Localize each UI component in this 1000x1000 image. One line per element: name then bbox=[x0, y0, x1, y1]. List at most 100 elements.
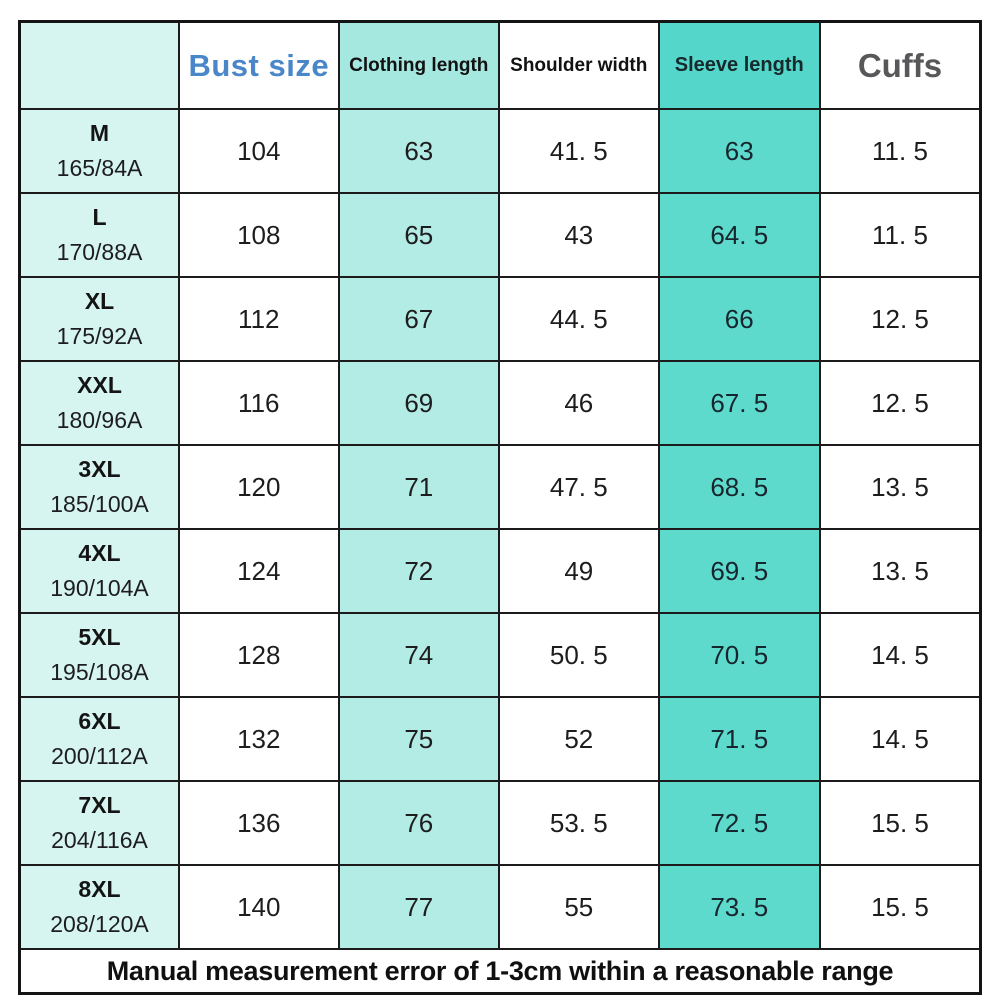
cell-size: 8XL 208/120A bbox=[18, 864, 181, 950]
cell-clothing-length: 76 bbox=[337, 780, 501, 866]
cell-clothing-length: 75 bbox=[337, 696, 501, 782]
cell-sleeve-length: 66 bbox=[657, 276, 821, 362]
table-row: 6XL 200/112A 132 75 52 71. 5 14. 5 bbox=[18, 696, 982, 782]
header-sleeve-length: Sleeve length bbox=[657, 20, 821, 110]
table-row: 3XL 185/100A 120 71 47. 5 68. 5 13. 5 bbox=[18, 444, 982, 530]
cell-size: 5XL 195/108A bbox=[18, 612, 181, 698]
cell-bust: 140 bbox=[178, 864, 340, 950]
cell-shoulder-width: 46 bbox=[498, 360, 660, 446]
cell-shoulder-width: 43 bbox=[498, 192, 660, 278]
cell-shoulder-width: 50. 5 bbox=[498, 612, 660, 698]
cell-clothing-length: 74 bbox=[337, 612, 501, 698]
cell-shoulder-width: 52 bbox=[498, 696, 660, 782]
cell-bust: 120 bbox=[178, 444, 340, 530]
table-footer: Manual measurement error of 1-3cm within… bbox=[18, 948, 982, 995]
cell-size: 6XL 200/112A bbox=[18, 696, 181, 782]
cell-bust: 136 bbox=[178, 780, 340, 866]
cell-sleeve-length: 73. 5 bbox=[657, 864, 821, 950]
cell-bust: 104 bbox=[178, 108, 340, 194]
size-label: 5XL bbox=[78, 624, 121, 650]
cell-cuffs: 11. 5 bbox=[818, 192, 982, 278]
cell-cuffs: 14. 5 bbox=[818, 696, 982, 782]
cell-size: M 165/84A bbox=[18, 108, 181, 194]
cell-sleeve-length: 67. 5 bbox=[657, 360, 821, 446]
size-label: 6XL bbox=[78, 708, 121, 734]
cell-cuffs: 13. 5 bbox=[818, 444, 982, 530]
cell-sleeve-length: 70. 5 bbox=[657, 612, 821, 698]
size-label: M bbox=[89, 120, 110, 146]
size-spec: 204/116A bbox=[51, 827, 148, 853]
size-spec: 165/84A bbox=[56, 155, 143, 181]
header-bust-size: Bust size bbox=[178, 20, 340, 110]
header-size-column bbox=[18, 20, 181, 110]
size-chart-table: Bust size Clothing length Shoulder width… bbox=[18, 20, 982, 995]
size-spec: 190/104A bbox=[50, 575, 149, 601]
size-spec: 170/88A bbox=[56, 239, 143, 265]
table-row: L 170/88A 108 65 43 64. 5 11. 5 bbox=[18, 192, 982, 278]
footer-row: Manual measurement error of 1-3cm within… bbox=[18, 948, 982, 995]
size-spec: 195/108A bbox=[50, 659, 149, 685]
size-spec: 175/92A bbox=[56, 323, 143, 349]
cell-cuffs: 12. 5 bbox=[818, 360, 982, 446]
cell-sleeve-length: 64. 5 bbox=[657, 192, 821, 278]
cell-shoulder-width: 53. 5 bbox=[498, 780, 660, 866]
cell-size: 4XL 190/104A bbox=[18, 528, 181, 614]
cell-clothing-length: 67 bbox=[337, 276, 501, 362]
measurement-note: Manual measurement error of 1-3cm within… bbox=[18, 948, 982, 995]
table-row: 7XL 204/116A 136 76 53. 5 72. 5 15. 5 bbox=[18, 780, 982, 866]
header-row: Bust size Clothing length Shoulder width… bbox=[18, 20, 982, 110]
cell-size: XL 175/92A bbox=[18, 276, 181, 362]
cell-cuffs: 13. 5 bbox=[818, 528, 982, 614]
cell-cuffs: 15. 5 bbox=[818, 864, 982, 950]
table-row: 8XL 208/120A 140 77 55 73. 5 15. 5 bbox=[18, 864, 982, 950]
table-body: M 165/84A 104 63 41. 5 63 11. 5 L 170/88A 108 65 43… bbox=[18, 108, 982, 950]
cell-clothing-length: 65 bbox=[337, 192, 501, 278]
cell-sleeve-length: 63 bbox=[657, 108, 821, 194]
cell-sleeve-length: 68. 5 bbox=[657, 444, 821, 530]
cell-cuffs: 15. 5 bbox=[818, 780, 982, 866]
cell-shoulder-width: 55 bbox=[498, 864, 660, 950]
cell-size: 3XL 185/100A bbox=[18, 444, 181, 530]
cell-clothing-length: 69 bbox=[337, 360, 501, 446]
cell-clothing-length: 72 bbox=[337, 528, 501, 614]
table-row: XL 175/92A 112 67 44. 5 66 12. 5 bbox=[18, 276, 982, 362]
size-label: 3XL bbox=[78, 456, 121, 482]
size-label: XXL bbox=[77, 372, 122, 398]
cell-clothing-length: 77 bbox=[337, 864, 501, 950]
cell-sleeve-length: 71. 5 bbox=[657, 696, 821, 782]
size-label: 7XL bbox=[78, 792, 121, 818]
cell-bust: 116 bbox=[178, 360, 340, 446]
cell-clothing-length: 63 bbox=[337, 108, 501, 194]
size-spec: 200/112A bbox=[51, 743, 148, 769]
size-spec: 180/96A bbox=[56, 407, 143, 433]
header-clothing-length: Clothing length bbox=[337, 20, 501, 110]
cell-sleeve-length: 72. 5 bbox=[657, 780, 821, 866]
cell-shoulder-width: 44. 5 bbox=[498, 276, 660, 362]
header-cuffs: Cuffs bbox=[818, 20, 982, 110]
table-header: Bust size Clothing length Shoulder width… bbox=[18, 20, 982, 110]
cell-size: XXL 180/96A bbox=[18, 360, 181, 446]
cell-shoulder-width: 47. 5 bbox=[498, 444, 660, 530]
cell-sleeve-length: 69. 5 bbox=[657, 528, 821, 614]
table-row: 4XL 190/104A 124 72 49 69. 5 13. 5 bbox=[18, 528, 982, 614]
cell-bust: 132 bbox=[178, 696, 340, 782]
cell-shoulder-width: 49 bbox=[498, 528, 660, 614]
table-row: M 165/84A 104 63 41. 5 63 11. 5 bbox=[18, 108, 982, 194]
size-label: 8XL bbox=[78, 876, 121, 902]
cell-size: L 170/88A bbox=[18, 192, 181, 278]
cell-cuffs: 12. 5 bbox=[818, 276, 982, 362]
size-label: L bbox=[92, 204, 107, 230]
table-row: XXL 180/96A 116 69 46 67. 5 12. 5 bbox=[18, 360, 982, 446]
table-row: 5XL 195/108A 128 74 50. 5 70. 5 14. 5 bbox=[18, 612, 982, 698]
cell-bust: 124 bbox=[178, 528, 340, 614]
size-label: 4XL bbox=[78, 540, 121, 566]
cell-clothing-length: 71 bbox=[337, 444, 501, 530]
cell-cuffs: 14. 5 bbox=[818, 612, 982, 698]
cell-shoulder-width: 41. 5 bbox=[498, 108, 660, 194]
size-label: XL bbox=[84, 288, 115, 314]
cell-cuffs: 11. 5 bbox=[818, 108, 982, 194]
cell-bust: 112 bbox=[178, 276, 340, 362]
cell-size: 7XL 204/116A bbox=[18, 780, 181, 866]
cell-bust: 108 bbox=[178, 192, 340, 278]
